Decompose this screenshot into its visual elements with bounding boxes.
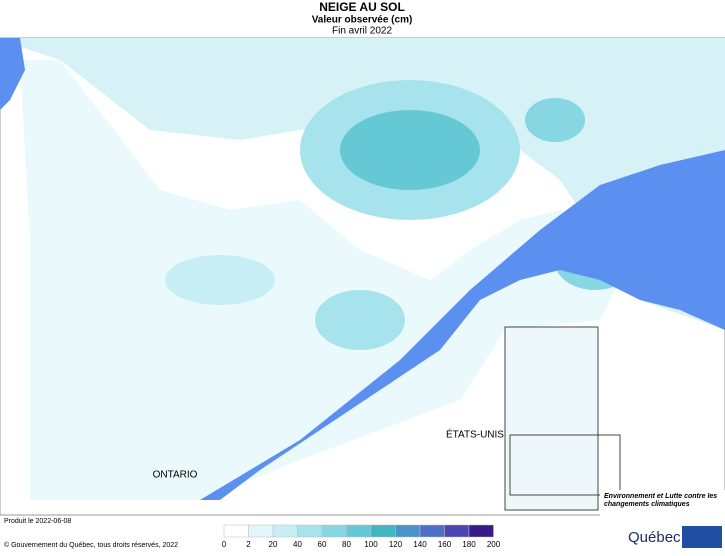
subtitle: Valeur observée (cm) [312, 15, 413, 26]
legend-tick-label: 0 [222, 540, 227, 549]
legend-tick-label: 140 [413, 540, 427, 549]
legend-swatch [346, 524, 372, 538]
legend-swatch [297, 524, 323, 538]
legend-tick-label: 160 [438, 540, 452, 549]
produced-date: Produit le 2022-06-08 [4, 518, 71, 525]
logo-text-box: Environnement et Lutte contre les change… [604, 493, 718, 508]
snow-zone [165, 255, 275, 305]
legend-swatch [223, 524, 249, 538]
legend-swatch [321, 524, 347, 538]
legend-swatch [468, 524, 494, 538]
snow-zone [340, 110, 480, 190]
legend-swatch [395, 524, 421, 538]
ministry: Environnement et Lutte contre les change… [604, 493, 718, 508]
snow-zone [525, 98, 585, 142]
snow-zone [315, 290, 405, 350]
st-lawrence [200, 150, 725, 500]
title: NEIGE AU SOL [319, 0, 405, 14]
legend-swatch [370, 524, 396, 538]
period: Fin avril 2022 [332, 26, 392, 37]
legend-tick-label: 100 [364, 540, 378, 549]
logo-name: Québec [628, 529, 681, 546]
legend-tick-label: 60 [318, 540, 327, 549]
legend-tick-label: 180 [462, 540, 476, 549]
legend-tick-label: 120 [389, 540, 403, 549]
legend-swatch [444, 524, 470, 538]
legend-swatch [419, 524, 445, 538]
legend-swatch [272, 524, 298, 538]
inset-extent [509, 434, 621, 496]
legend-tick-label: 40 [293, 540, 302, 549]
inset-map [504, 326, 599, 511]
map: ONTARIO ÉTATS-UNIS [0, 37, 725, 516]
logo-flag [682, 526, 722, 548]
region-label: ONTARIO [153, 470, 198, 481]
legend-tick-label: 200 [487, 540, 501, 549]
legend-tick-label: 2 [246, 540, 251, 549]
snow-region [20, 60, 620, 500]
legend-swatch [248, 524, 274, 538]
legend-tick-label: 80 [342, 540, 351, 549]
legend: 0 2 20 40 60 80 100 120 140 160 180 200 [222, 524, 501, 549]
legend-tick-label: 20 [269, 540, 278, 549]
copyright: © Gouvernement du Québec, tous droits ré… [4, 541, 178, 549]
region-label: ÉTATS-UNIS [446, 428, 504, 441]
hudson-bay [0, 38, 25, 110]
